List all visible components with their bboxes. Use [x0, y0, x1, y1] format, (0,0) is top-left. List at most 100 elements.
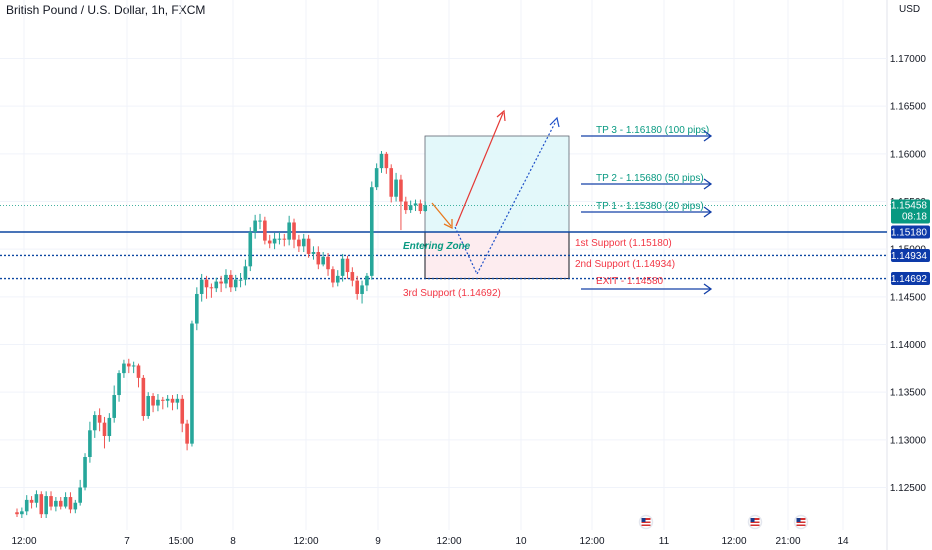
tp-label: TP 1 - 1.15380 (20 pips)	[596, 201, 704, 212]
candle-body	[369, 187, 374, 276]
candle-body	[185, 423, 189, 444]
bullish-arrowhead	[496, 109, 506, 122]
y-tick-label: 1.16000	[890, 149, 927, 160]
candle-body	[360, 285, 364, 294]
candle-body	[63, 497, 68, 507]
support-2-label: 2nd Support (1.14934)	[575, 259, 675, 270]
candle-body	[83, 456, 87, 488]
trade-annotations: TP 3 - 1.16180 (100 pips) TP 2 - 1.15680 …	[403, 109, 713, 299]
candle-body	[404, 201, 408, 211]
y-tick-label: 1.13500	[890, 388, 927, 399]
candle-body	[301, 238, 306, 247]
x-tick-label: 15:00	[168, 536, 193, 547]
x-tick-label: 7	[124, 536, 130, 547]
candle-body	[68, 497, 73, 510]
us-flag-stripe-icon	[750, 520, 760, 522]
candle-body	[282, 238, 287, 240]
candle-body	[389, 168, 394, 197]
candle-body	[126, 363, 131, 367]
candle-body	[73, 502, 78, 510]
candle-body	[44, 496, 48, 515]
candle-body	[190, 323, 194, 444]
candle-body	[297, 239, 301, 247]
candle-body	[141, 377, 146, 416]
candle-body	[112, 395, 116, 418]
candle-body	[413, 203, 418, 206]
candle-body	[165, 398, 170, 401]
candle-body	[102, 422, 107, 437]
us-flag-stripes-icon	[796, 518, 806, 526]
us-flag-canton-icon	[641, 518, 646, 522]
candle-body	[170, 398, 175, 403]
y-tick-label: 1.14000	[890, 340, 927, 351]
candle-body	[204, 279, 209, 288]
candle-body	[258, 220, 262, 222]
candle-body	[267, 240, 272, 244]
x-tick-label: 21:00	[775, 536, 800, 547]
candle-body	[365, 275, 369, 286]
x-tick-label: 8	[230, 536, 236, 547]
x-tick-label: 12:00	[579, 536, 604, 547]
y-tick-label: 1.17000	[890, 54, 927, 65]
tp-label: TP 2 - 1.15680 (50 pips)	[596, 173, 704, 184]
candle-body	[97, 415, 102, 423]
candle-body	[355, 280, 359, 294]
candle-body	[229, 274, 233, 288]
candle-body	[161, 399, 165, 401]
candle-body	[423, 205, 428, 212]
candle-body	[418, 203, 423, 212]
candle-body	[292, 222, 296, 240]
candle-body	[29, 499, 34, 503]
candle-body	[263, 220, 267, 241]
x-tick-label: 12:00	[436, 536, 461, 547]
last-price-tag-bg	[891, 199, 930, 224]
candle-body	[316, 252, 321, 265]
candle-body	[78, 487, 82, 503]
us-flag-stripes-icon	[641, 518, 651, 526]
x-tick-label: 10	[515, 536, 527, 547]
level-tag-bg	[891, 225, 930, 239]
candle-body	[117, 373, 121, 396]
candle-body	[199, 279, 204, 294]
us-flag-stripe-icon	[796, 520, 806, 522]
x-tick-label: 12:00	[721, 536, 746, 547]
level-tag-bg	[891, 272, 930, 286]
candle-body	[243, 266, 248, 280]
candle-body	[335, 275, 340, 283]
target-zone	[424, 135, 570, 233]
tp-label: TP 3 - 1.16180 (100 pips)	[596, 125, 709, 136]
candle-body	[175, 398, 180, 403]
candle-body	[224, 274, 228, 284]
candle-body	[54, 500, 58, 507]
x-tick-label: 9	[375, 536, 381, 547]
entering-zone-label: Entering Zone	[403, 241, 471, 252]
candle-body	[399, 179, 403, 202]
candle-body	[238, 279, 243, 281]
candle-body	[88, 430, 92, 457]
candle-body	[379, 153, 384, 169]
x-tick-label: 12:00	[293, 536, 318, 547]
candle-body	[131, 365, 136, 367]
candle-body	[331, 269, 335, 283]
candle-body	[394, 179, 398, 197]
x-tick-label: 11	[659, 536, 670, 547]
y-tick-label: 1.12500	[890, 483, 927, 494]
chart-title: British Pound / U.S. Dollar, 1h, FXCM	[6, 3, 206, 17]
candle-body	[219, 281, 223, 284]
candle-body	[136, 365, 141, 378]
trade-zones	[424, 135, 570, 280]
candle-body	[209, 287, 214, 289]
candle-body	[248, 232, 253, 267]
tp-arrowhead	[703, 206, 713, 218]
candle-body	[306, 238, 311, 254]
candle-body	[214, 281, 219, 289]
candle-body	[326, 256, 330, 270]
candle-body	[39, 494, 44, 515]
candle-body	[151, 395, 155, 406]
y-tick-label: 1.16500	[890, 102, 927, 113]
candle-body	[384, 153, 389, 169]
x-tick-label: 12:00	[11, 536, 36, 547]
level-tag-bg	[891, 248, 930, 262]
